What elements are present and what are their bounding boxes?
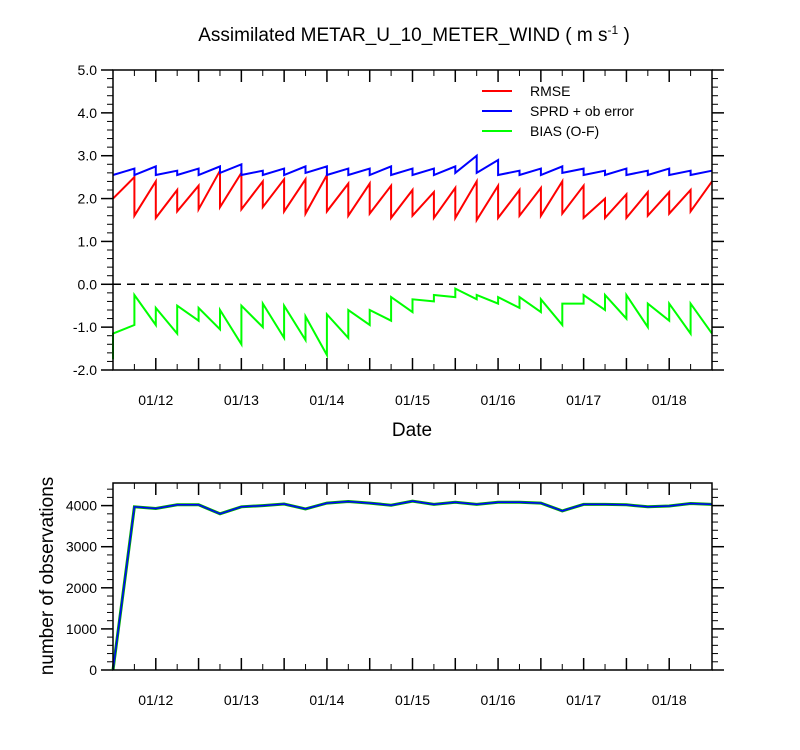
top-axis-ticks bbox=[101, 69, 724, 371]
x-tick-label: 01/14 bbox=[309, 692, 344, 708]
x-tick-label: 01/15 bbox=[395, 692, 430, 708]
legend-label: SPRD + ob error bbox=[530, 103, 634, 119]
legend: RMSE SPRD + ob error BIAS (O-F) bbox=[482, 83, 634, 139]
obs-line bbox=[112, 500, 713, 671]
bottom-x-tick-labels: 01/12 01/13 01/14 01/15 01/16 01/17 01/18 bbox=[138, 692, 687, 708]
x-tick-label: 01/12 bbox=[138, 392, 173, 408]
legend-label: BIAS (O-F) bbox=[530, 123, 599, 139]
x-tick-label: 01/12 bbox=[138, 692, 173, 708]
series-line-rmse bbox=[112, 166, 713, 224]
series-line-sprd-ob-error bbox=[112, 153, 713, 177]
title-close: ) bbox=[618, 25, 630, 46]
top-series-lines bbox=[112, 153, 713, 360]
y-tick-label: -2.0 bbox=[73, 362, 97, 378]
series-line-bias-o-f bbox=[112, 286, 713, 360]
bottom-axis-ticks bbox=[101, 483, 724, 671]
x-tick-label: 01/16 bbox=[481, 392, 516, 408]
y-tick-label: 2.0 bbox=[78, 191, 98, 207]
y-tick-label: 4.0 bbox=[78, 105, 98, 121]
y-tick-label: 2000 bbox=[66, 580, 97, 596]
y-tick-label: 3.0 bbox=[78, 148, 98, 164]
y-tick-label: -1.0 bbox=[73, 319, 97, 335]
x-tick-label: 01/13 bbox=[224, 392, 259, 408]
rmse-bias-chart: Assimilated METAR_U_10_METER_WIND ( m s-… bbox=[73, 23, 724, 441]
y-tick-label: 1.0 bbox=[78, 233, 98, 249]
chart-title: Assimilated METAR_U_10_METER_WIND ( m s-… bbox=[198, 23, 630, 46]
bottom-plot-frame bbox=[112, 482, 713, 671]
y-axis-label: number of observations bbox=[37, 477, 58, 676]
legend-label: RMSE bbox=[530, 83, 570, 99]
x-tick-label: 01/17 bbox=[566, 392, 601, 408]
x-tick-label: 01/18 bbox=[652, 692, 687, 708]
x-tick-label: 01/16 bbox=[481, 692, 516, 708]
top-y-tick-labels: -2.0 -1.0 0.0 1.0 2.0 3.0 4.0 5.0 bbox=[73, 62, 97, 378]
bottom-series-lines bbox=[111, 499, 713, 671]
title-superscript: -1 bbox=[608, 23, 619, 37]
top-plot-frame bbox=[112, 69, 713, 371]
top-x-tick-labels: 01/12 01/13 01/14 01/15 01/16 01/17 01/18 bbox=[138, 392, 687, 408]
y-tick-label: 4000 bbox=[66, 498, 97, 514]
y-tick-label: 1000 bbox=[66, 621, 97, 637]
x-tick-label: 01/14 bbox=[309, 392, 344, 408]
bottom-y-tick-labels: 0 1000 2000 3000 4000 bbox=[66, 498, 97, 678]
y-tick-label: 5.0 bbox=[78, 62, 98, 78]
y-tick-label: 0.0 bbox=[78, 276, 98, 292]
y-tick-label: 3000 bbox=[66, 539, 97, 555]
y-tick-label: 0 bbox=[89, 662, 97, 678]
x-tick-label: 01/13 bbox=[224, 692, 259, 708]
x-tick-label: 01/18 bbox=[652, 392, 687, 408]
x-tick-label: 01/15 bbox=[395, 392, 430, 408]
obs-line-underlay bbox=[111, 499, 713, 671]
x-axis-label: Date bbox=[392, 420, 432, 441]
x-tick-label: 01/17 bbox=[566, 692, 601, 708]
